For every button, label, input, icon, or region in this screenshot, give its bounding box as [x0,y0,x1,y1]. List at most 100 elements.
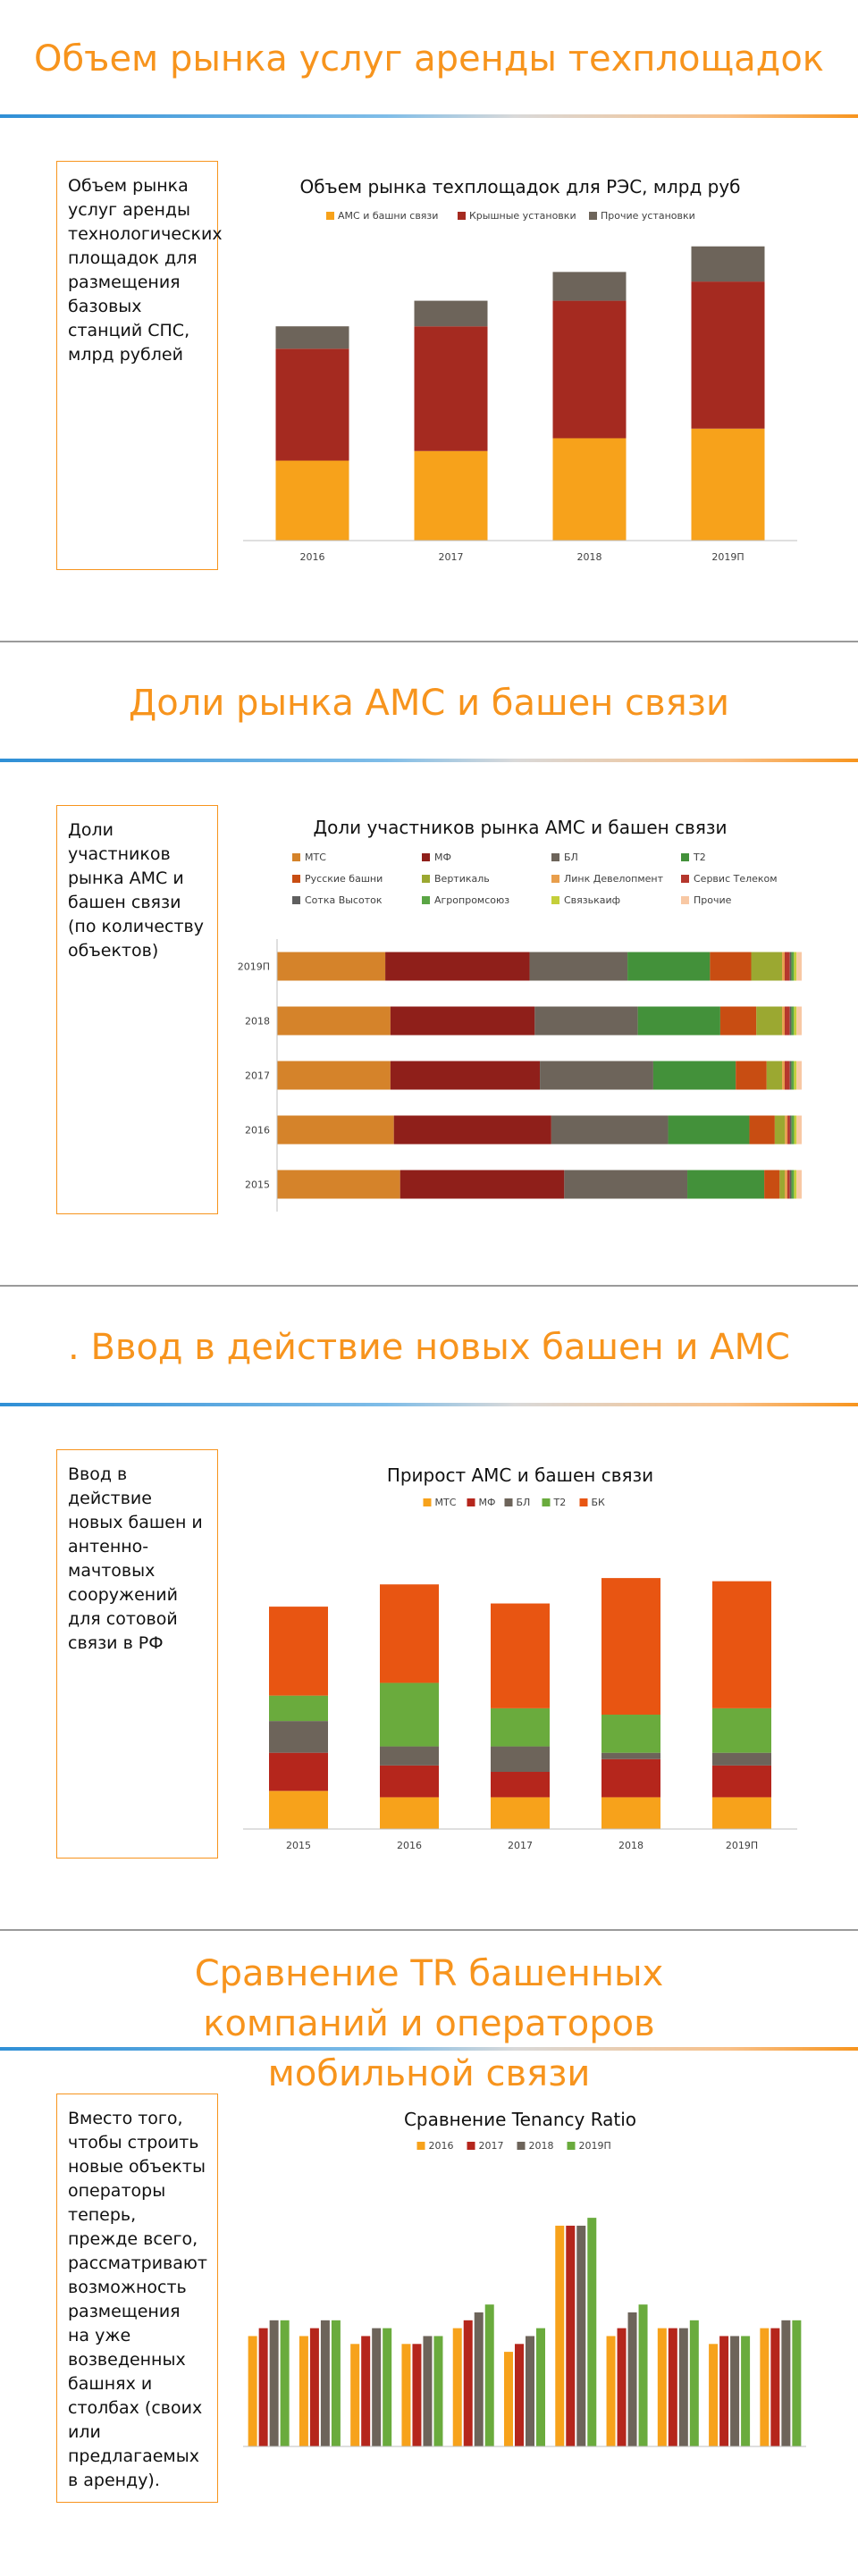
bar-segment [277,1006,391,1036]
legend-label: АМС и башни связи [338,210,438,222]
x-tick-label: 2019П [711,551,744,563]
bar-segment [552,272,627,301]
bar-segment [380,1797,439,1829]
bar-segment [393,1115,551,1145]
bar-segment [789,1006,792,1036]
bar-segment [784,1006,790,1036]
bar-segment [784,952,790,981]
bar [526,2336,534,2446]
bar-segment [791,1006,795,1036]
bar [576,2225,586,2446]
legend-label: Вертикаль [434,873,490,885]
bar-segment [782,952,785,981]
bar [269,2320,279,2446]
bar [606,2336,616,2446]
legend-label: Прочие [694,894,732,906]
legend-swatch [681,896,689,904]
bar-segment [601,1752,660,1759]
bar-segment [668,1115,750,1145]
bar [372,2328,382,2446]
side-note: Доли участников рынка АМС и башен связи … [56,805,218,1214]
bar-segment [390,1061,541,1090]
legend-label: БЛ [517,1497,531,1508]
bar-segment [380,1765,439,1798]
slide-market-shares: Доли рынка АМС и башен связи Доли участн… [0,644,858,1286]
legend-swatch [467,1498,475,1506]
bar-segment [491,1772,550,1798]
legend-swatch [579,1498,588,1506]
legend-swatch [589,212,597,220]
slide-title: Объем рынка услуг аренды техплощадок [34,38,824,80]
slide-separator [0,1285,858,1287]
bar-segment [749,1115,775,1145]
bar-segment [782,1006,785,1036]
x-tick-label: 2017 [508,1840,533,1851]
chart-title: Объем рынка техплощадок для РЭС, млрд ру… [299,176,740,197]
bar-segment [652,1061,736,1090]
bar [309,2328,319,2446]
legend-swatch [422,875,430,883]
legend-label: МФ [479,1497,496,1508]
bar [555,2225,565,2446]
bar [770,2328,780,2446]
bar [474,2312,484,2446]
bar-segment [414,300,488,327]
bar-segment [269,1752,328,1791]
bar-segment [791,1061,795,1090]
bar [741,2336,751,2446]
bar-segment [601,1797,660,1829]
bar-segment [491,1797,550,1829]
legend-label: 2017 [479,2140,504,2152]
bar-segment [782,1061,785,1090]
slide-new-towers: . Ввод в действие новых башен и АМС Ввод… [0,1288,858,1930]
slide-tenancy-ratio: Сравнение TR башенных компаний и операто… [0,1933,858,2574]
legend-label: МТС [435,1497,457,1508]
bar-segment [779,1170,786,1199]
bar [433,2336,443,2446]
bar [350,2344,360,2446]
bar-segment [796,1006,802,1036]
y-tick-label: 2019П [238,961,270,973]
y-tick-label: 2015 [245,1179,270,1191]
bar-segment [551,1115,669,1145]
bar-segment [414,450,488,541]
legend-swatch [458,212,466,220]
bar-segment [786,1170,790,1199]
bar-segment [764,1170,780,1199]
legend-swatch [422,896,430,904]
bar-segment [756,1006,783,1036]
bar-segment [637,1006,720,1036]
y-tick-label: 2018 [245,1016,270,1028]
title-divider [0,759,858,762]
bar-segment [691,246,765,282]
bar-segment [277,1170,400,1199]
bar-segment [277,952,386,981]
bar-segment [774,1115,786,1145]
bar [730,2336,740,2446]
bar-segment [796,1170,802,1199]
bar [678,2328,688,2446]
bar-segment [791,952,795,981]
bar-segment [601,1578,660,1715]
bar [617,2328,627,2446]
bar [463,2320,473,2446]
bar-segment [380,1746,439,1766]
bar-segment [794,1170,797,1199]
legend-swatch [567,2142,576,2150]
bar-segment [712,1797,771,1829]
chart-new-towers: Прирост АМС и башен связи МТС МФ БЛ Т2 БК 2015… [243,1464,797,1851]
legend-swatch [326,212,334,220]
bar-segment [380,1584,439,1683]
bar-segment [385,952,530,981]
bar-segment [491,1746,550,1772]
bar-segment [794,1006,797,1036]
bar-segment [269,1791,328,1829]
legend-label: Русские башни [305,873,383,885]
bar-segment [712,1752,771,1766]
bar [299,2336,308,2446]
bar [412,2344,422,2446]
bar-segment [691,281,765,429]
bar-segment [784,1061,790,1090]
bar-segment [796,952,802,981]
bar [719,2336,729,2446]
